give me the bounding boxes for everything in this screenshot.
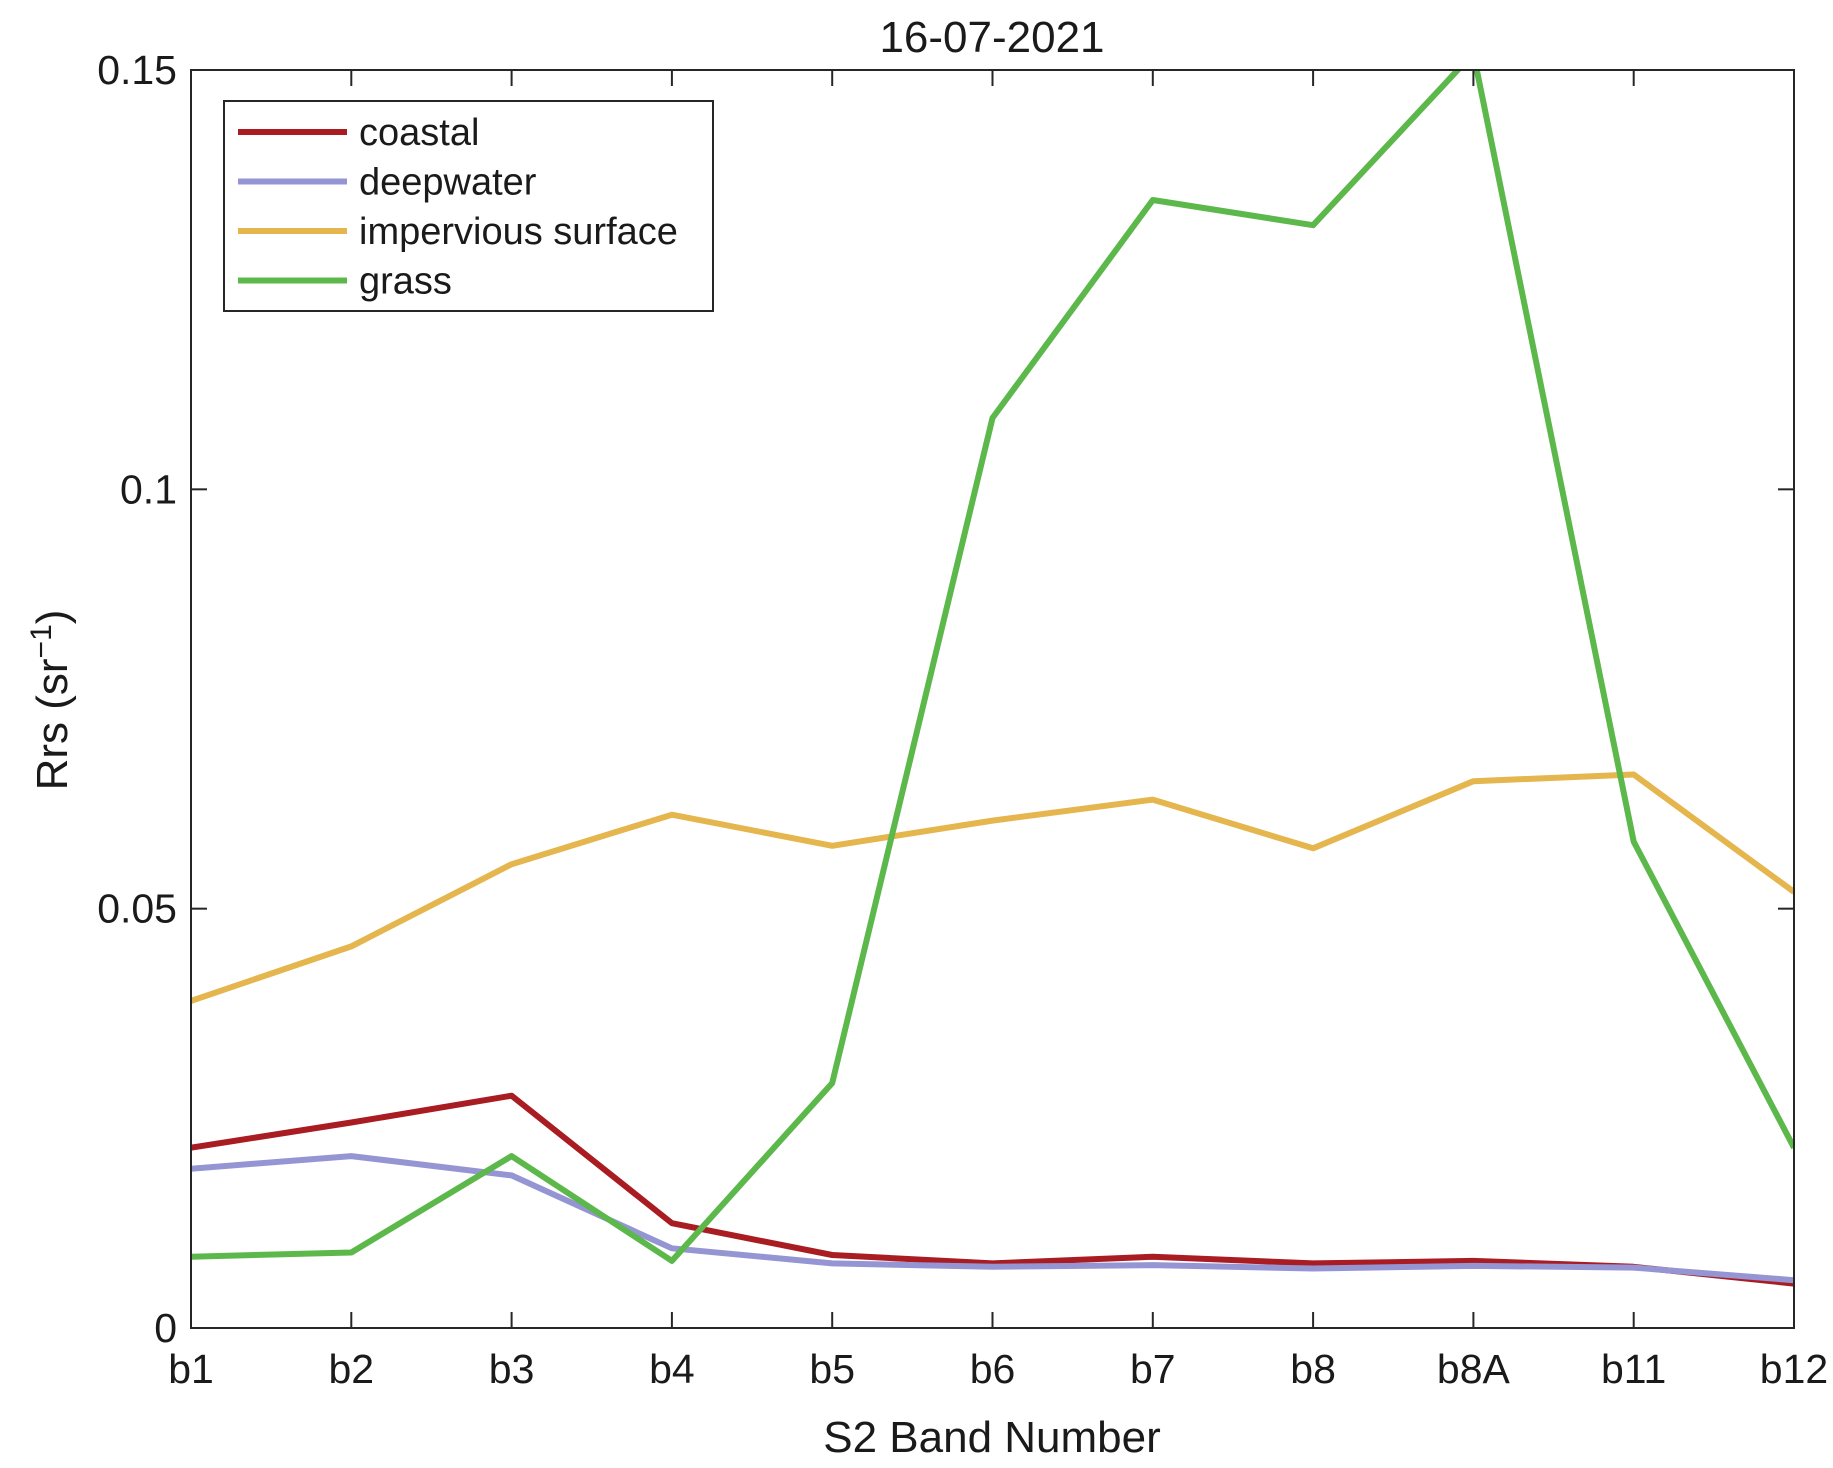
x-tick-label: b4 (649, 1346, 695, 1392)
y-axis-title-main: Rrs (sr (28, 658, 77, 790)
chart-title: 16-07-2021 (879, 13, 1104, 62)
x-axis: b1 b2 b3 b4 b5 b6 b7 b8 b8A b11 b12 (168, 70, 1828, 1392)
x-axis-title: S2 Band Number (823, 1413, 1161, 1462)
x-tick-label: b11 (1601, 1346, 1666, 1392)
x-tick-label: b1 (168, 1346, 214, 1392)
x-tick-label: b7 (1130, 1346, 1176, 1392)
x-tick-label: b5 (809, 1346, 855, 1392)
y-axis: 0 0.05 0.1 0.15 (97, 47, 1794, 1351)
x-tick-label: b8 (1290, 1346, 1336, 1392)
series-line-deepwater (191, 1153, 1794, 1284)
legend: coastal deepwater impervious surface grass (223, 100, 714, 312)
x-tick-label: b12 (1760, 1346, 1828, 1392)
x-tick-label: b6 (970, 1346, 1016, 1392)
x-tick-label: b8A (1437, 1346, 1511, 1392)
y-tick-label: 0.1 (120, 466, 177, 512)
y-axis-title-superscript: −1 (25, 624, 58, 658)
legend-box (223, 100, 714, 312)
series-layer (191, 70, 1794, 1287)
y-tick-label: 0.15 (97, 47, 177, 93)
series-line-coastal (191, 1092, 1794, 1287)
y-axis-title: Rrs (sr−1) (25, 610, 77, 791)
legend-label: coastal (359, 112, 479, 154)
x-tick-label: b2 (328, 1346, 374, 1392)
x-tick-label: b3 (489, 1346, 535, 1392)
y-tick-label: 0 (154, 1305, 177, 1351)
legend-label: grass (359, 261, 452, 303)
y-tick-label: 0.05 (97, 886, 177, 932)
legend-label: deepwater (359, 162, 537, 204)
series-line-impervious-surface (191, 771, 1794, 1004)
legend-items: coastal deepwater impervious surface grass (238, 112, 678, 303)
series-line-grass (191, 70, 1794, 1264)
legend-label: impervious surface (359, 211, 678, 253)
y-axis-title-end: ) (28, 610, 77, 625)
